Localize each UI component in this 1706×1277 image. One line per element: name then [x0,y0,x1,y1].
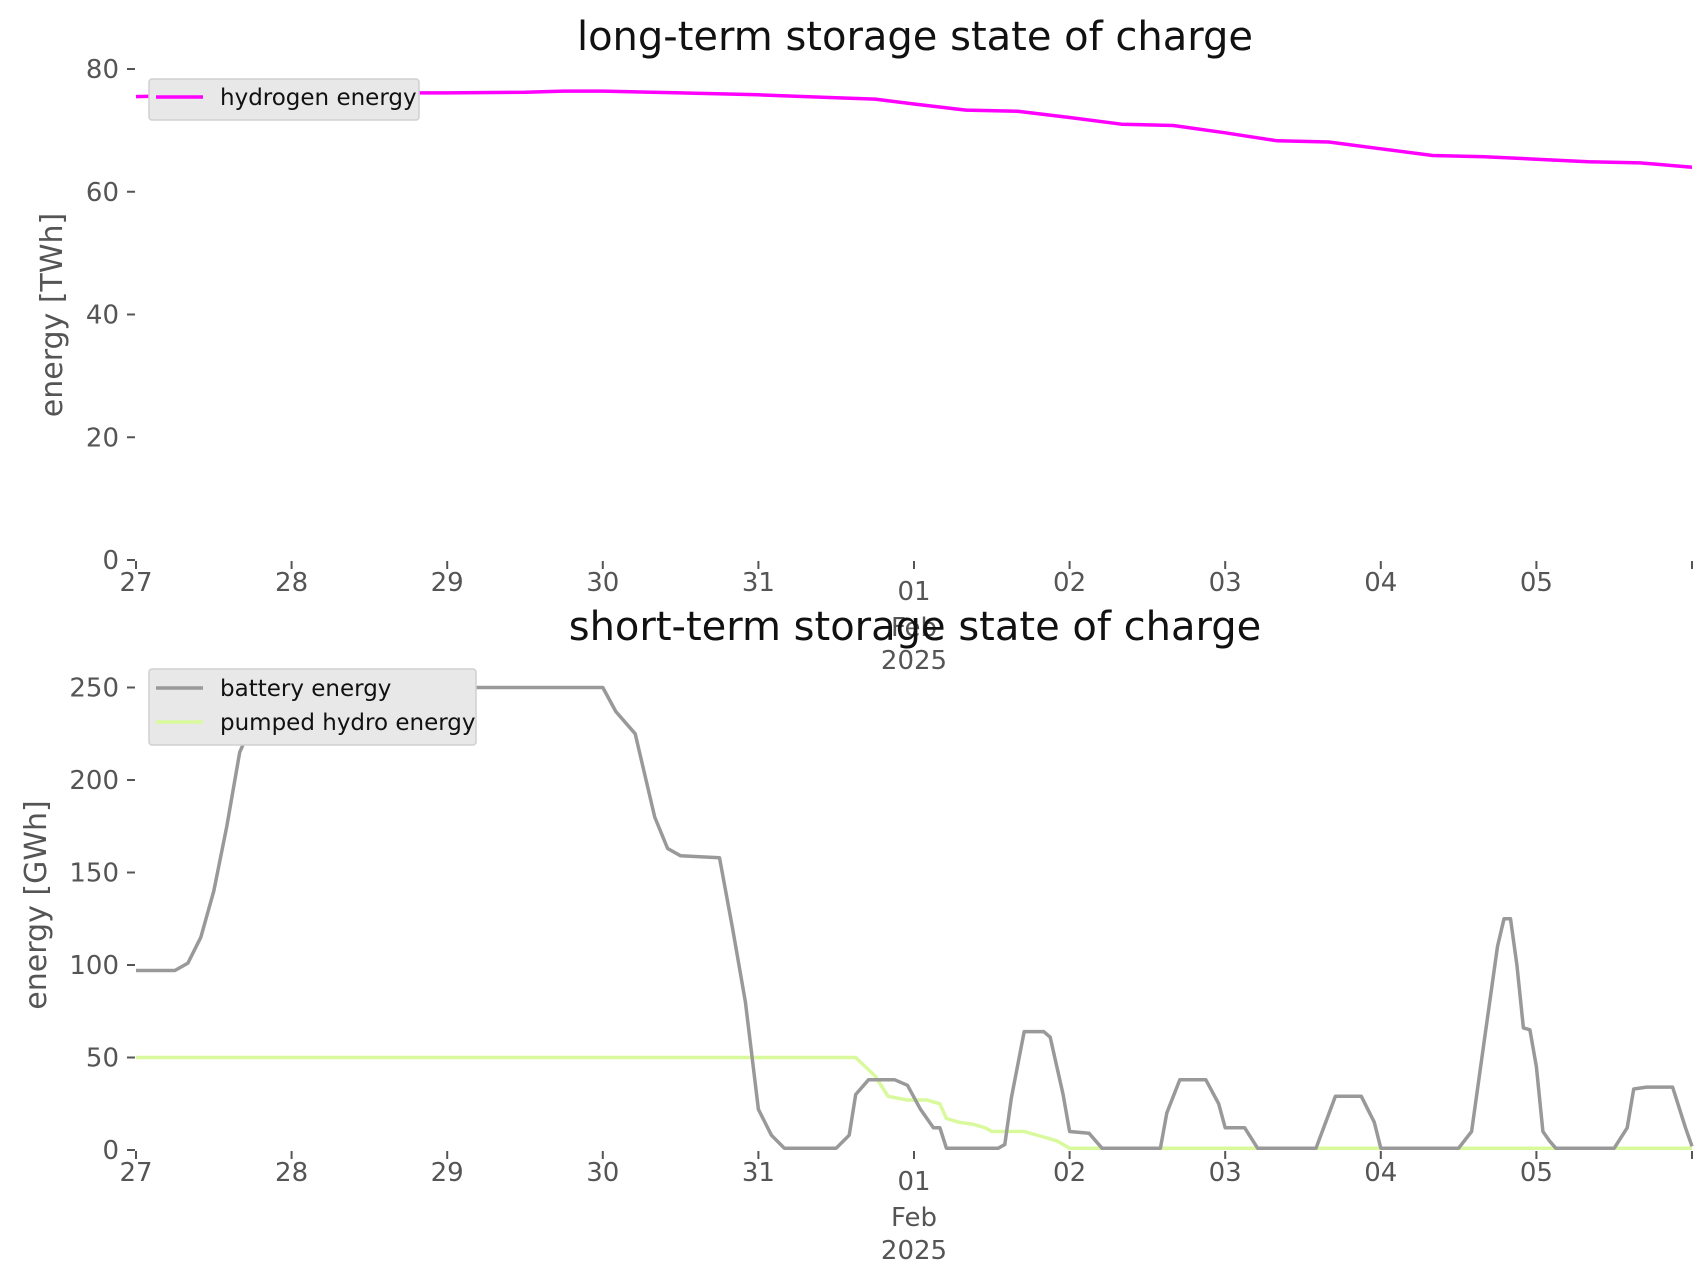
y-tick-label: 200 [69,766,119,796]
chart-title: long-term storage state of charge [577,14,1253,60]
y-ticks: 0 50 100 150 200 250 [69,674,135,1166]
x-tick-label: 30 [586,568,619,598]
legend: hydrogen energy [148,78,420,121]
x-tick-label: 04 [1364,568,1397,598]
legend-label-hydrogen: hydrogen energy [220,85,417,111]
x-tick-label: 28 [275,568,308,598]
x-tick-label: 05 [1520,1158,1553,1188]
short-term-chart: short-term storage state of charge energ… [19,604,1694,1266]
x-tick-label: 31 [742,568,775,598]
legend-box [148,78,420,121]
legend-label-pumped-hydro: pumped hydro energy [220,710,476,736]
y-tick-label: 100 [69,951,119,981]
legend-box [148,668,477,746]
y-tick-label: 50 [86,1044,119,1074]
series-line-pumped-hydro-energy [136,1055,1692,1150]
series-layer [135,89,1693,169]
x-tick-label: 29 [431,568,464,598]
x-tick-label: 03 [1209,1158,1242,1188]
chart-title: short-term storage state of charge [569,604,1262,650]
x-tick-label: 03 [1209,568,1242,598]
x-tick-label: 31 [742,1158,775,1188]
x-tick-label: 29 [431,1158,464,1188]
x-tick-label: 28 [275,1158,308,1188]
y-tick-label: 80 [86,55,119,85]
y-ticks: 0 20 40 60 80 [86,55,135,576]
x-tick-label: 04 [1364,1158,1397,1188]
x-tick-month-label: Feb [891,613,937,643]
y-axis-label: energy [TWh] [35,213,70,417]
long-term-chart: long-term storage state of charge energy… [35,14,1693,676]
legend: battery energy pumped hydro energy [148,668,477,746]
x-tick-label: 30 [586,1158,619,1188]
x-tick-label: 27 [119,1158,152,1188]
x-tick-label: 27 [119,568,152,598]
x-tick-label: 01 [897,1167,930,1197]
series-line-hydrogen-energy [135,89,1693,169]
y-tick-label: 0 [102,546,119,576]
legend-label-battery: battery energy [220,676,391,702]
x-tick-month-label: Feb [891,1203,937,1233]
series-line-battery-energy [136,685,1694,1150]
y-tick-label: 60 [86,178,119,208]
y-tick-label: 40 [86,301,119,331]
y-tick-label: 250 [69,674,119,704]
x-tick-year-label: 2025 [881,646,947,676]
series-layer [136,685,1694,1150]
y-tick-label: 20 [86,423,119,453]
x-tick-label: 05 [1520,568,1553,598]
x-tick-year-label: 2025 [881,1236,947,1266]
x-tick-label: 02 [1053,568,1086,598]
x-tick-label: 01 [897,577,930,607]
y-tick-label: 150 [69,859,119,889]
y-axis-label: energy [GWh] [19,800,54,1009]
y-tick-label: 0 [102,1136,119,1166]
x-tick-label: 02 [1053,1158,1086,1188]
